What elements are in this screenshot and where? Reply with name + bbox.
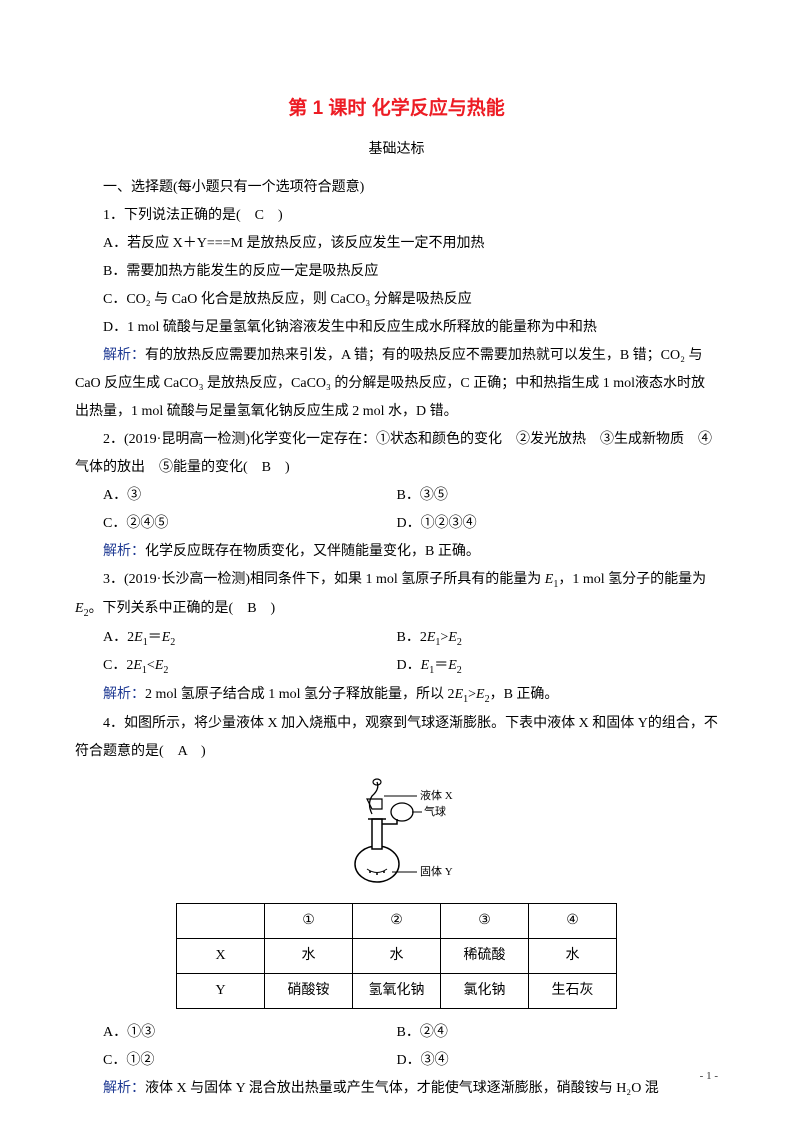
q1-analysis-text: 有的放热反应需要加热来引发，A 错；有的吸热反应不需要加热就可以发生，B 错；C… bbox=[75, 348, 705, 419]
analysis-label: 解析： bbox=[103, 544, 145, 559]
table-cell: 氢氧化钠 bbox=[353, 973, 441, 1008]
q2-stem: 2．(2019·昆明高一检测)化学变化一定存在：①状态和颜色的变化 ②发光放热 … bbox=[75, 426, 718, 482]
q2-opt-a: A．③ bbox=[75, 482, 397, 510]
q1-opt-a: A．若反应 X＋Y===M 是放热反应，该反应发生一定不用加热 bbox=[75, 230, 718, 258]
table-cell: 氯化钠 bbox=[441, 973, 529, 1008]
subtitle: 基础达标 bbox=[75, 136, 718, 164]
q4-stem: 4．如图所示，将少量液体 X 加入烧瓶中，观察到气球逐渐膨胀。下表中液体 X 和… bbox=[75, 710, 718, 766]
q1-opt-c: C．CO₂ 与 CaO 化合是放热反应，则 CaCO₃ 分解是吸热反应 bbox=[75, 286, 718, 314]
table-cell bbox=[177, 903, 265, 938]
table-cell: 生石灰 bbox=[529, 973, 617, 1008]
table-cell: X bbox=[177, 938, 265, 973]
q3-opt-c: C．2E1<E2 bbox=[75, 652, 397, 681]
table-cell: 水 bbox=[529, 938, 617, 973]
q2-row1: A．③ B．③⑤ bbox=[75, 482, 718, 510]
q2-opt-d: D．①②③④ bbox=[397, 510, 719, 538]
fig-solid-label: 固体 Y bbox=[420, 864, 453, 878]
q3-opt-b: B．2E1>E2 bbox=[397, 624, 719, 653]
table-cell: Y bbox=[177, 973, 265, 1008]
table-cell: ④ bbox=[529, 903, 617, 938]
analysis-label: 解析： bbox=[103, 348, 145, 363]
table-cell: ② bbox=[353, 903, 441, 938]
q2-analysis: 解析：化学反应既存在物质变化，又伴随能量变化，B 正确。 bbox=[75, 538, 718, 566]
q2-row2: C．②④⑤ D．①②③④ bbox=[75, 510, 718, 538]
q4-analysis-text: 液体 X 与固体 Y 混合放出热量或产生气体，才能使气球逐渐膨胀，硝酸铵与 H₂… bbox=[145, 1081, 659, 1096]
table-cell: 水 bbox=[353, 938, 441, 973]
table-row: Y 硝酸铵 氢氧化钠 氯化钠 生石灰 bbox=[177, 973, 617, 1008]
table-row: ① ② ③ ④ bbox=[177, 903, 617, 938]
q2-analysis-text: 化学反应既存在物质变化，又伴随能量变化，B 正确。 bbox=[145, 544, 480, 559]
q3-stem: 3．(2019·长沙高一检测)相同条件下，如果 1 mol 氢原子所具有的能量为… bbox=[75, 566, 718, 624]
table-cell: ③ bbox=[441, 903, 529, 938]
section-heading: 一、选择题(每小题只有一个选项符合题意) bbox=[75, 174, 718, 202]
q1-opt-d: D．1 mol 硫酸与足量氢氧化钠溶液发生中和反应生成水所释放的能量称为中和热 bbox=[75, 314, 718, 342]
q4-opt-b: B．②④ bbox=[397, 1019, 719, 1047]
q1-opt-b: B．需要加热方能发生的反应一定是吸热反应 bbox=[75, 258, 718, 286]
q4-figure: 液体 X 气球 固体 Y bbox=[75, 774, 718, 895]
q4-opt-d: D．③④ bbox=[397, 1047, 719, 1075]
q1-analysis: 解析：有的放热反应需要加热来引发，A 错；有的吸热反应不需要加热就可以发生，B … bbox=[75, 342, 718, 426]
fig-liquid-label: 液体 X bbox=[420, 788, 453, 802]
analysis-label: 解析： bbox=[103, 687, 145, 702]
table-cell: 稀硫酸 bbox=[441, 938, 529, 973]
q4-row2: C．①② D．③④ bbox=[75, 1047, 718, 1075]
q3-stem-c: 。下列关系中正确的是( B ) bbox=[89, 601, 276, 616]
q3-opt-a: A．2E1＝E2 bbox=[75, 624, 397, 653]
table-cell: ① bbox=[265, 903, 353, 938]
q2-opt-c: C．②④⑤ bbox=[75, 510, 397, 538]
q4-table: ① ② ③ ④ X 水 水 稀硫酸 水 Y 硝酸铵 氢氧化钠 氯化钠 生石灰 bbox=[176, 903, 617, 1009]
q4-row1: A．①③ B．②④ bbox=[75, 1019, 718, 1047]
page-number: - 1 - bbox=[700, 1065, 718, 1087]
q3-analysis: 解析：2 mol 氢原子结合成 1 mol 氢分子释放能量，所以 2E1>E2，… bbox=[75, 681, 718, 710]
q4-opt-c: C．①② bbox=[75, 1047, 397, 1075]
fig-balloon-label: 气球 bbox=[424, 804, 446, 818]
analysis-label: 解析： bbox=[103, 1081, 145, 1096]
q3-row1: A．2E1＝E2 B．2E1>E2 bbox=[75, 624, 718, 653]
page-title: 第 1 课时 化学反应与热能 bbox=[75, 90, 718, 128]
q2-opt-b: B．③⑤ bbox=[397, 482, 719, 510]
q3-opt-d: D．E1＝E2 bbox=[397, 652, 719, 681]
table-cell: 水 bbox=[265, 938, 353, 973]
table-cell: 硝酸铵 bbox=[265, 973, 353, 1008]
q3-stem-b: 1 mol 氢分子的能量为 bbox=[572, 572, 706, 587]
q4-opt-a: A．①③ bbox=[75, 1019, 397, 1047]
table-row: X 水 水 稀硫酸 水 bbox=[177, 938, 617, 973]
q1-stem: 1．下列说法正确的是( C ) bbox=[75, 202, 718, 230]
q3-row2: C．2E1<E2 D．E1＝E2 bbox=[75, 652, 718, 681]
q4-analysis: 解析：液体 X 与固体 Y 混合放出热量或产生气体，才能使气球逐渐膨胀，硝酸铵与… bbox=[75, 1075, 718, 1103]
q3-stem-a: 3．(2019·长沙高一检测)相同条件下，如果 1 mol 氢原子所具有的能量为 bbox=[103, 572, 545, 587]
